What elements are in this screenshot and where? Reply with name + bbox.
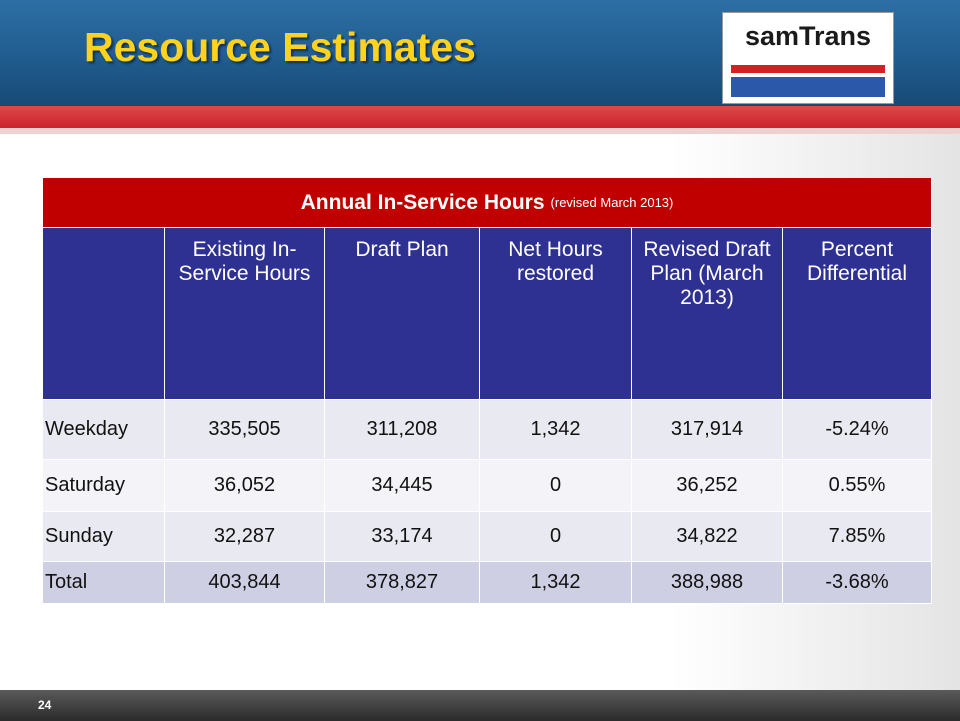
table-cell: 33,174 [325, 512, 480, 562]
row-label: Total [43, 562, 165, 604]
logo-blue-bar [731, 77, 885, 97]
row-label: Saturday [43, 460, 165, 512]
logo: samTrans [722, 12, 894, 104]
header-cell: Revised Draft Plan (March 2013) [632, 228, 783, 400]
table-cell: 1,342 [480, 562, 632, 604]
logo-red-bar [731, 65, 885, 73]
header-cell: Percent Differential [783, 228, 932, 400]
header-cell: Existing In-Service Hours [165, 228, 325, 400]
caption-note: (revised March 2013) [550, 195, 674, 210]
table-cell: -5.24% [783, 400, 932, 460]
caption-title: Annual In-Service Hours [300, 190, 545, 214]
row-label: Weekday [43, 400, 165, 460]
table-cell: 34,445 [325, 460, 480, 512]
table-cell: 388,988 [632, 562, 783, 604]
header-cell: Net Hours restored [480, 228, 632, 400]
footer: 24 [0, 690, 960, 721]
header-cell: Draft Plan [325, 228, 480, 400]
header-stripe [0, 106, 960, 128]
header-cell-empty [43, 228, 165, 400]
page-number: 24 [38, 698, 52, 712]
table-cell: 32,287 [165, 512, 325, 562]
slide-title: Resource Estimates [84, 24, 476, 70]
table-cell: 36,252 [632, 460, 783, 512]
table-cell: 7.85% [783, 512, 932, 562]
table-cell: 335,505 [165, 400, 325, 460]
row-label: Sunday [43, 512, 165, 562]
header-stripe-light [0, 128, 960, 134]
table-cell: 1,342 [480, 400, 632, 460]
table-cell: 0 [480, 460, 632, 512]
table-cell: 0 [480, 512, 632, 562]
table-cell: -3.68% [783, 562, 932, 604]
table-cell: 311,208 [325, 400, 480, 460]
table-cell: 36,052 [165, 460, 325, 512]
logo-text: samTrans [744, 21, 872, 51]
table-caption: Annual In-Service Hours (revised March 20… [43, 178, 932, 228]
table-cell: 403,844 [165, 562, 325, 604]
table-cell: 34,822 [632, 512, 783, 562]
table-cell: 317,914 [632, 400, 783, 460]
table-cell: 378,827 [325, 562, 480, 604]
table-cell: 0.55% [783, 460, 932, 512]
